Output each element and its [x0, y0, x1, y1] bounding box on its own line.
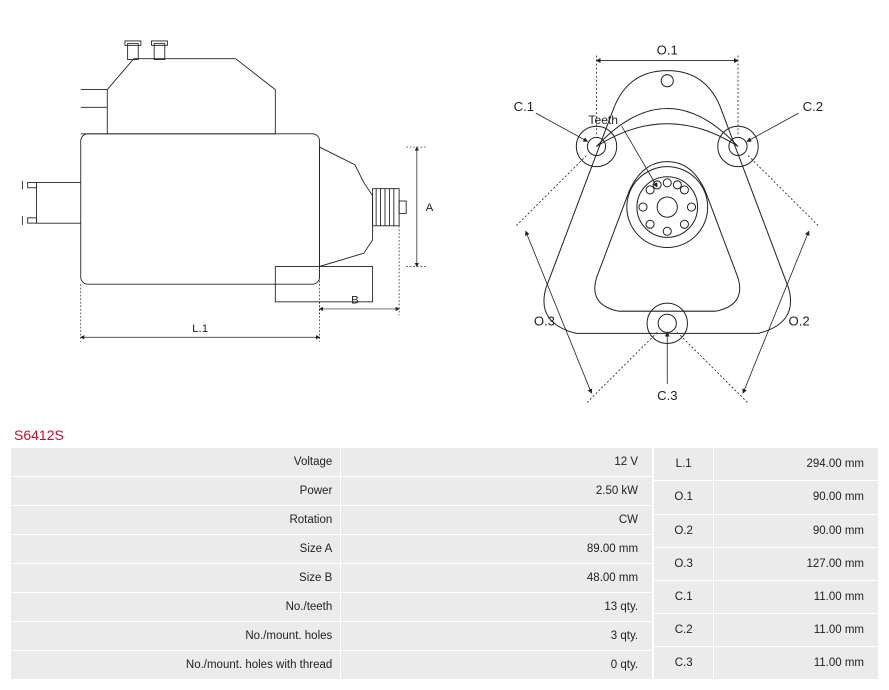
spec-value: 89.00 mm — [341, 535, 653, 564]
spec-label: Voltage — [11, 448, 341, 477]
spec-label: O.1 — [654, 481, 714, 514]
table-row: Size A89.00 mm — [11, 535, 653, 564]
front-view-svg: O.1 C.1 C.2 C.3 Teeth O.3 O.2 — [455, 10, 880, 414]
table-row: C.211.00 mm — [654, 613, 879, 646]
spec-value: CW — [341, 506, 653, 535]
dim-c1-label: C.1 — [513, 99, 533, 114]
spec-value: 127.00 mm — [714, 547, 879, 580]
spec-value: 90.00 mm — [714, 481, 879, 514]
dim-l1-label: L.1 — [192, 323, 208, 335]
spec-value: 12 V — [341, 448, 653, 477]
spec-value: 0 qty. — [341, 651, 653, 680]
front-view-diagram: O.1 C.1 C.2 C.3 Teeth O.3 O.2 — [455, 10, 880, 417]
dim-o2-label: O.2 — [788, 313, 809, 328]
spec-label: No./teeth — [11, 593, 341, 622]
spec-label: C.3 — [654, 647, 714, 680]
table-row: O.190.00 mm — [654, 481, 879, 514]
table-row: RotationCW — [11, 506, 653, 535]
spec-value: 11.00 mm — [714, 613, 879, 646]
part-number: S6412S — [10, 427, 879, 443]
dim-b-label: B — [351, 295, 359, 307]
diagrams-row: A B L.1 — [10, 10, 879, 417]
spec-value: 294.00 mm — [714, 448, 879, 481]
table-row: Size B48.00 mm — [11, 564, 653, 593]
table-row: O.290.00 mm — [654, 514, 879, 547]
dim-c2-label: C.2 — [802, 99, 822, 114]
spec-value: 3 qty. — [341, 622, 653, 651]
table-row: C.311.00 mm — [654, 647, 879, 680]
spec-label: Rotation — [11, 506, 341, 535]
spec-value: 11.00 mm — [714, 580, 879, 613]
teeth-label: Teeth — [588, 113, 618, 127]
side-view-svg: A B L.1 — [10, 10, 435, 364]
spec-label: O.2 — [654, 514, 714, 547]
dim-o1-label: O.1 — [656, 42, 677, 57]
spec-label: O.3 — [654, 547, 714, 580]
spec-value: 11.00 mm — [714, 647, 879, 680]
table-row: No./teeth13 qty. — [11, 593, 653, 622]
spec-label: Size B — [11, 564, 341, 593]
table-row: C.111.00 mm — [654, 580, 879, 613]
spec-label: No./mount. holes with thread — [11, 651, 341, 680]
spec-label: C.2 — [654, 613, 714, 646]
dim-a-label: A — [426, 202, 434, 214]
specs-table-right: L.1294.00 mmO.190.00 mmO.290.00 mmO.3127… — [653, 447, 879, 680]
specs-table-left: Voltage12 VPower2.50 kWRotationCWSize A8… — [10, 447, 653, 680]
spec-value: 13 qty. — [341, 593, 653, 622]
spec-value: 90.00 mm — [714, 514, 879, 547]
spec-label: L.1 — [654, 448, 714, 481]
table-row: No./mount. holes3 qty. — [11, 622, 653, 651]
spec-label: Size A — [11, 535, 341, 564]
spec-label: No./mount. holes — [11, 622, 341, 651]
table-row: Voltage12 V — [11, 448, 653, 477]
spec-value: 2.50 kW — [341, 477, 653, 506]
spec-label: C.1 — [654, 580, 714, 613]
dim-c3-label: C.3 — [657, 388, 677, 403]
table-row: O.3127.00 mm — [654, 547, 879, 580]
spec-value: 48.00 mm — [341, 564, 653, 593]
table-row: Power2.50 kW — [11, 477, 653, 506]
table-row: No./mount. holes with thread0 qty. — [11, 651, 653, 680]
table-row: L.1294.00 mm — [654, 448, 879, 481]
dim-o3-label: O.3 — [533, 313, 554, 328]
spec-label: Power — [11, 477, 341, 506]
specs-tables: Voltage12 VPower2.50 kWRotationCWSize A8… — [10, 447, 879, 680]
side-view-diagram: A B L.1 — [10, 10, 435, 417]
